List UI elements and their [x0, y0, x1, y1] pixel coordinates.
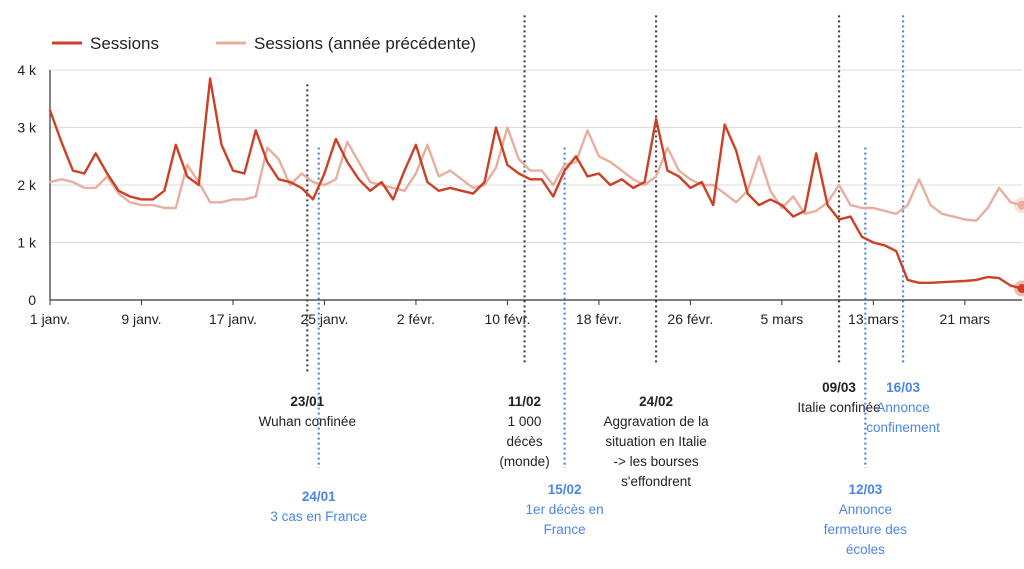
event-description-label: 3 cas en France: [270, 509, 367, 524]
series-end-marker: [1017, 284, 1024, 293]
y-tick-label: 1 k: [17, 235, 37, 251]
event-date-label: 23/01: [290, 394, 324, 409]
y-tick-label: 4 k: [17, 62, 37, 78]
series-line: [48, 126, 1024, 222]
y-axis-ticks: 0 1 k 2 k 3 k 4 k: [17, 62, 37, 308]
x-tick-label: 21 mars: [940, 311, 991, 327]
x-axis-ticks: 1 janv. 9 janv. 17 janv. 25 janv. 2 févr. 10 …: [30, 300, 990, 327]
event-date-label: 09/03: [822, 380, 856, 395]
event-description-label: fermeture des: [824, 522, 908, 537]
event-date-label: 12/03: [848, 482, 882, 497]
event-date-label: 16/03: [886, 380, 920, 395]
event-description-label: écoles: [846, 542, 885, 557]
x-tick-label: 10 févr.: [484, 311, 530, 327]
x-tick-label: 5 mars: [760, 311, 803, 327]
event-description-label: confinement: [866, 420, 940, 435]
event-description-label: décès: [507, 434, 543, 449]
legend: Sessions Sessions (année précédente): [52, 34, 476, 53]
event-description-label: Annonce: [876, 400, 929, 415]
event-annotations: 23/01 Wuhan confinée 24/01 3 cas en France 1…: [259, 15, 940, 557]
event-date-label: 24/02: [639, 394, 673, 409]
event-description-label: Italie confinée: [797, 400, 880, 415]
x-tick-label: 26 févr.: [667, 311, 713, 327]
y-tick-label: 2 k: [17, 177, 37, 193]
event-description-label: 1 000: [508, 414, 542, 429]
x-tick-label: 1 janv.: [30, 311, 70, 327]
event-description-label: 1er décès en: [526, 502, 604, 517]
x-tick-label: 9 janv.: [121, 311, 161, 327]
series-lines: [48, 77, 1024, 297]
event-date-label: 11/02: [508, 394, 541, 409]
event-description-label: France: [544, 522, 586, 537]
legend-label: Sessions (année précédente): [254, 34, 476, 53]
x-tick-label: 25 janv.: [300, 311, 348, 327]
x-tick-label: 17 janv.: [209, 311, 257, 327]
event-description-label: Wuhan confinée: [259, 414, 356, 429]
series-end-marker: [1017, 200, 1024, 210]
gridlines: [49, 69, 1022, 301]
x-tick-label: 18 févr.: [576, 311, 622, 327]
x-tick-label: 13 mars: [848, 311, 899, 327]
event-description-label: (monde): [499, 454, 549, 469]
y-tick-label: 3 k: [17, 120, 37, 136]
event-description-label: situation en Italie: [605, 434, 706, 449]
x-tick-label: 2 févr.: [397, 311, 435, 327]
event-date-label: 15/02: [548, 482, 582, 497]
series-line: [48, 77, 1024, 290]
event-description-label: Annonce: [839, 502, 892, 517]
event-description-label: Aggravation de la: [604, 414, 710, 429]
event-description-label: -> les bourses: [613, 454, 698, 469]
event-description-label: s'effondrent: [621, 474, 691, 489]
y-tick-label: 0: [28, 292, 36, 308]
legend-label: Sessions: [90, 34, 159, 53]
event-date-label: 24/01: [302, 489, 336, 504]
